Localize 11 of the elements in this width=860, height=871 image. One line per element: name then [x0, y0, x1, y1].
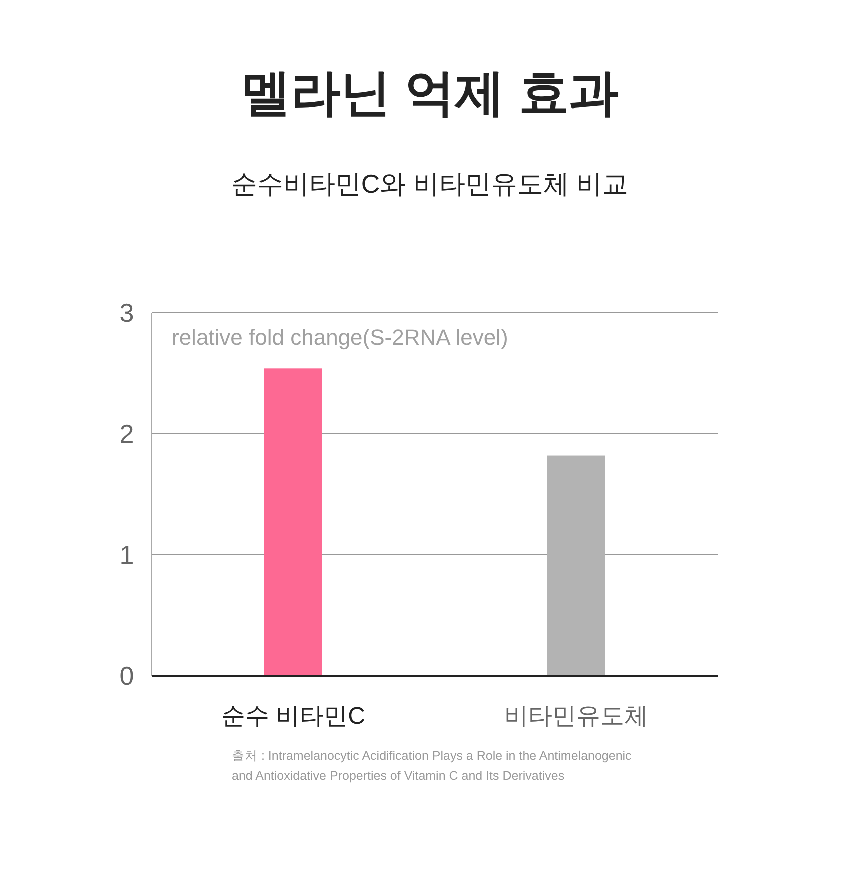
- chart-subtitle: 순수비타민C와 비타민유도체 비교: [231, 169, 629, 199]
- text: and Antioxidative Properties of Vitamin C and Its Derivatives: [232, 769, 565, 783]
- y-tick-label: 3: [120, 298, 134, 328]
- y-tick-label: 1: [120, 540, 134, 570]
- x-tick-label: 순수 비타민C: [222, 703, 366, 730]
- y-axis-title: relative fold change(S-2RNA level): [172, 325, 508, 350]
- y-tick-label: 2: [120, 419, 134, 449]
- source-note: 출처 : Intramelanocytic Acidification Plays a Role in the Antimelanogenic: [232, 749, 632, 763]
- y-tick-label: 0: [120, 661, 134, 691]
- chart-title: 멜라닌 억제 효과: [241, 65, 619, 121]
- x-tick-label: 비타민유도체: [504, 703, 648, 730]
